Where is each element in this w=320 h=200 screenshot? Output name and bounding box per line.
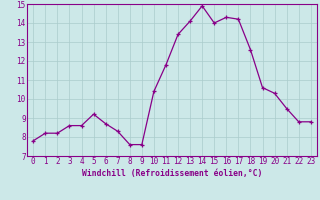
X-axis label: Windchill (Refroidissement éolien,°C): Windchill (Refroidissement éolien,°C) [82,169,262,178]
